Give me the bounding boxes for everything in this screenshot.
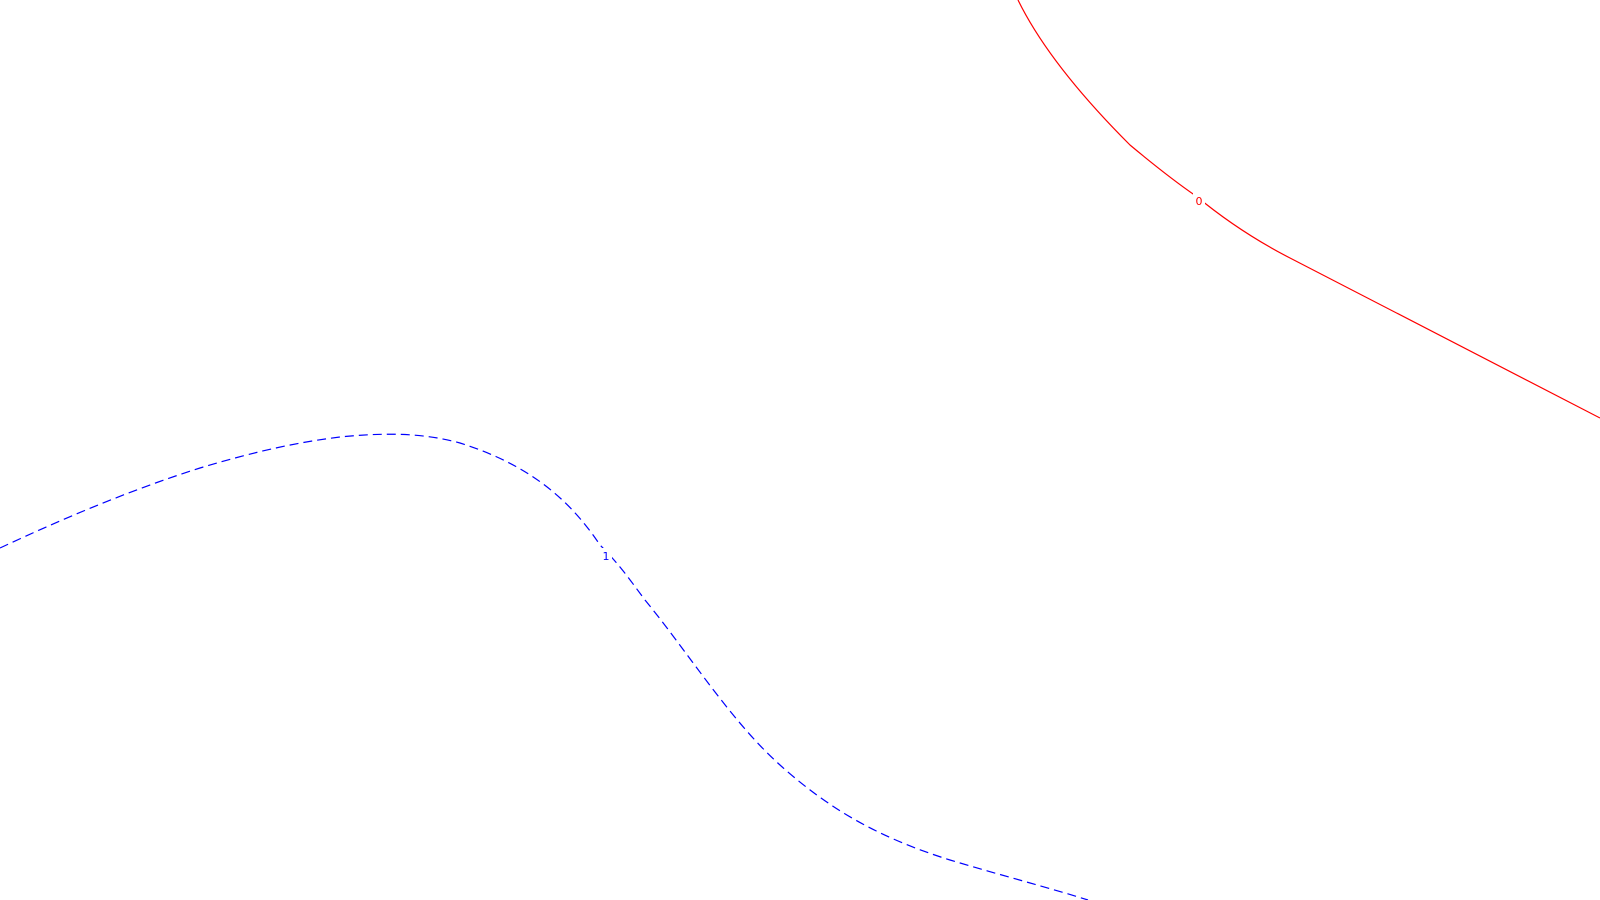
contour-0-label-bg — [1193, 193, 1205, 207]
contour-1-path — [0, 433, 1089, 900]
contour-line-0: 0 — [1017, 0, 1600, 419]
contour-1-label: 1 — [603, 550, 610, 563]
contour-0-label: 0 — [1196, 195, 1203, 208]
contour-line-1: 1 — [0, 433, 1089, 900]
contour-1-label-bg — [600, 548, 612, 562]
contour-0-path — [1017, 0, 1600, 419]
